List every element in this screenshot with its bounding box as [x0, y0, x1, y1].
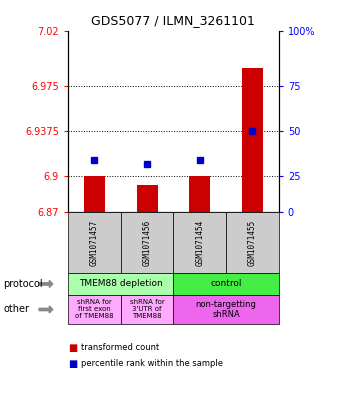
Text: GSM1071456: GSM1071456	[142, 220, 152, 266]
Text: GSM1071454: GSM1071454	[195, 220, 204, 266]
Bar	[242, 68, 263, 212]
Text: transformed count: transformed count	[81, 343, 159, 352]
Text: non-targetting
shRNA: non-targetting shRNA	[195, 300, 257, 319]
Text: ■: ■	[68, 343, 77, 353]
Text: percentile rank within the sample: percentile rank within the sample	[81, 359, 223, 368]
Text: shRNA for
3'UTR of
TMEM88: shRNA for 3'UTR of TMEM88	[130, 299, 165, 320]
Text: shRNA for
first exon
of TMEM88: shRNA for first exon of TMEM88	[75, 299, 114, 320]
Text: TMEM88 depletion: TMEM88 depletion	[79, 279, 163, 288]
Text: protocol: protocol	[3, 279, 43, 289]
Text: ■: ■	[68, 358, 77, 369]
Text: other: other	[3, 305, 29, 314]
Title: GDS5077 / ILMN_3261101: GDS5077 / ILMN_3261101	[91, 15, 255, 28]
Text: GSM1071457: GSM1071457	[90, 220, 99, 266]
Bar	[136, 184, 157, 212]
Text: control: control	[210, 279, 242, 288]
Bar	[189, 176, 210, 212]
Text: GSM1071455: GSM1071455	[248, 220, 257, 266]
Bar	[84, 176, 105, 212]
